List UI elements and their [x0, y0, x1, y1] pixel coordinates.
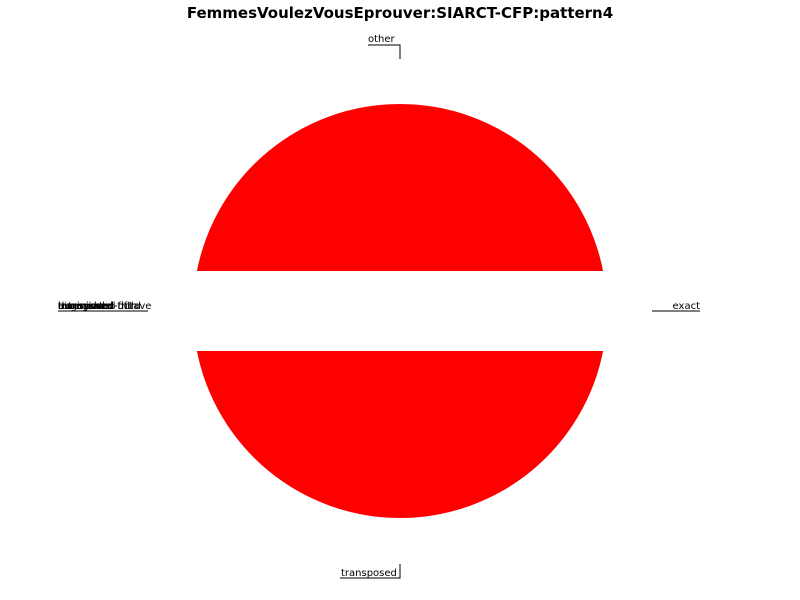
- slice-label-retrograde: retrograde: [58, 301, 111, 312]
- pie-slice-other: [196, 103, 604, 271]
- slice-label-exact: exact: [673, 301, 701, 312]
- slice-label-diminished: diminished: [58, 301, 113, 312]
- slice-label-inversion: inversion: [58, 301, 104, 312]
- slice-label-transposed-fifth: transposed-fifth: [58, 301, 137, 312]
- slice-label-other: other: [368, 34, 396, 45]
- leader-line-transposed: [340, 564, 401, 579]
- left-overlapping-labels: transposed-fifthtransposed-octavetranspo…: [58, 301, 151, 312]
- slice-label-transposed-third: transposed-third: [58, 301, 141, 312]
- pie-slice-transposed: [196, 351, 604, 518]
- leader-line-other: [368, 44, 401, 59]
- slice-label-augmented: augmented: [58, 301, 115, 312]
- chart-title: FemmesVoulezVousEprouver:SIARCT-CFP:patt…: [187, 4, 613, 22]
- slice-label-transposed-octave: transposed-octave: [58, 301, 151, 312]
- slice-label-transposed: transposed: [341, 568, 397, 579]
